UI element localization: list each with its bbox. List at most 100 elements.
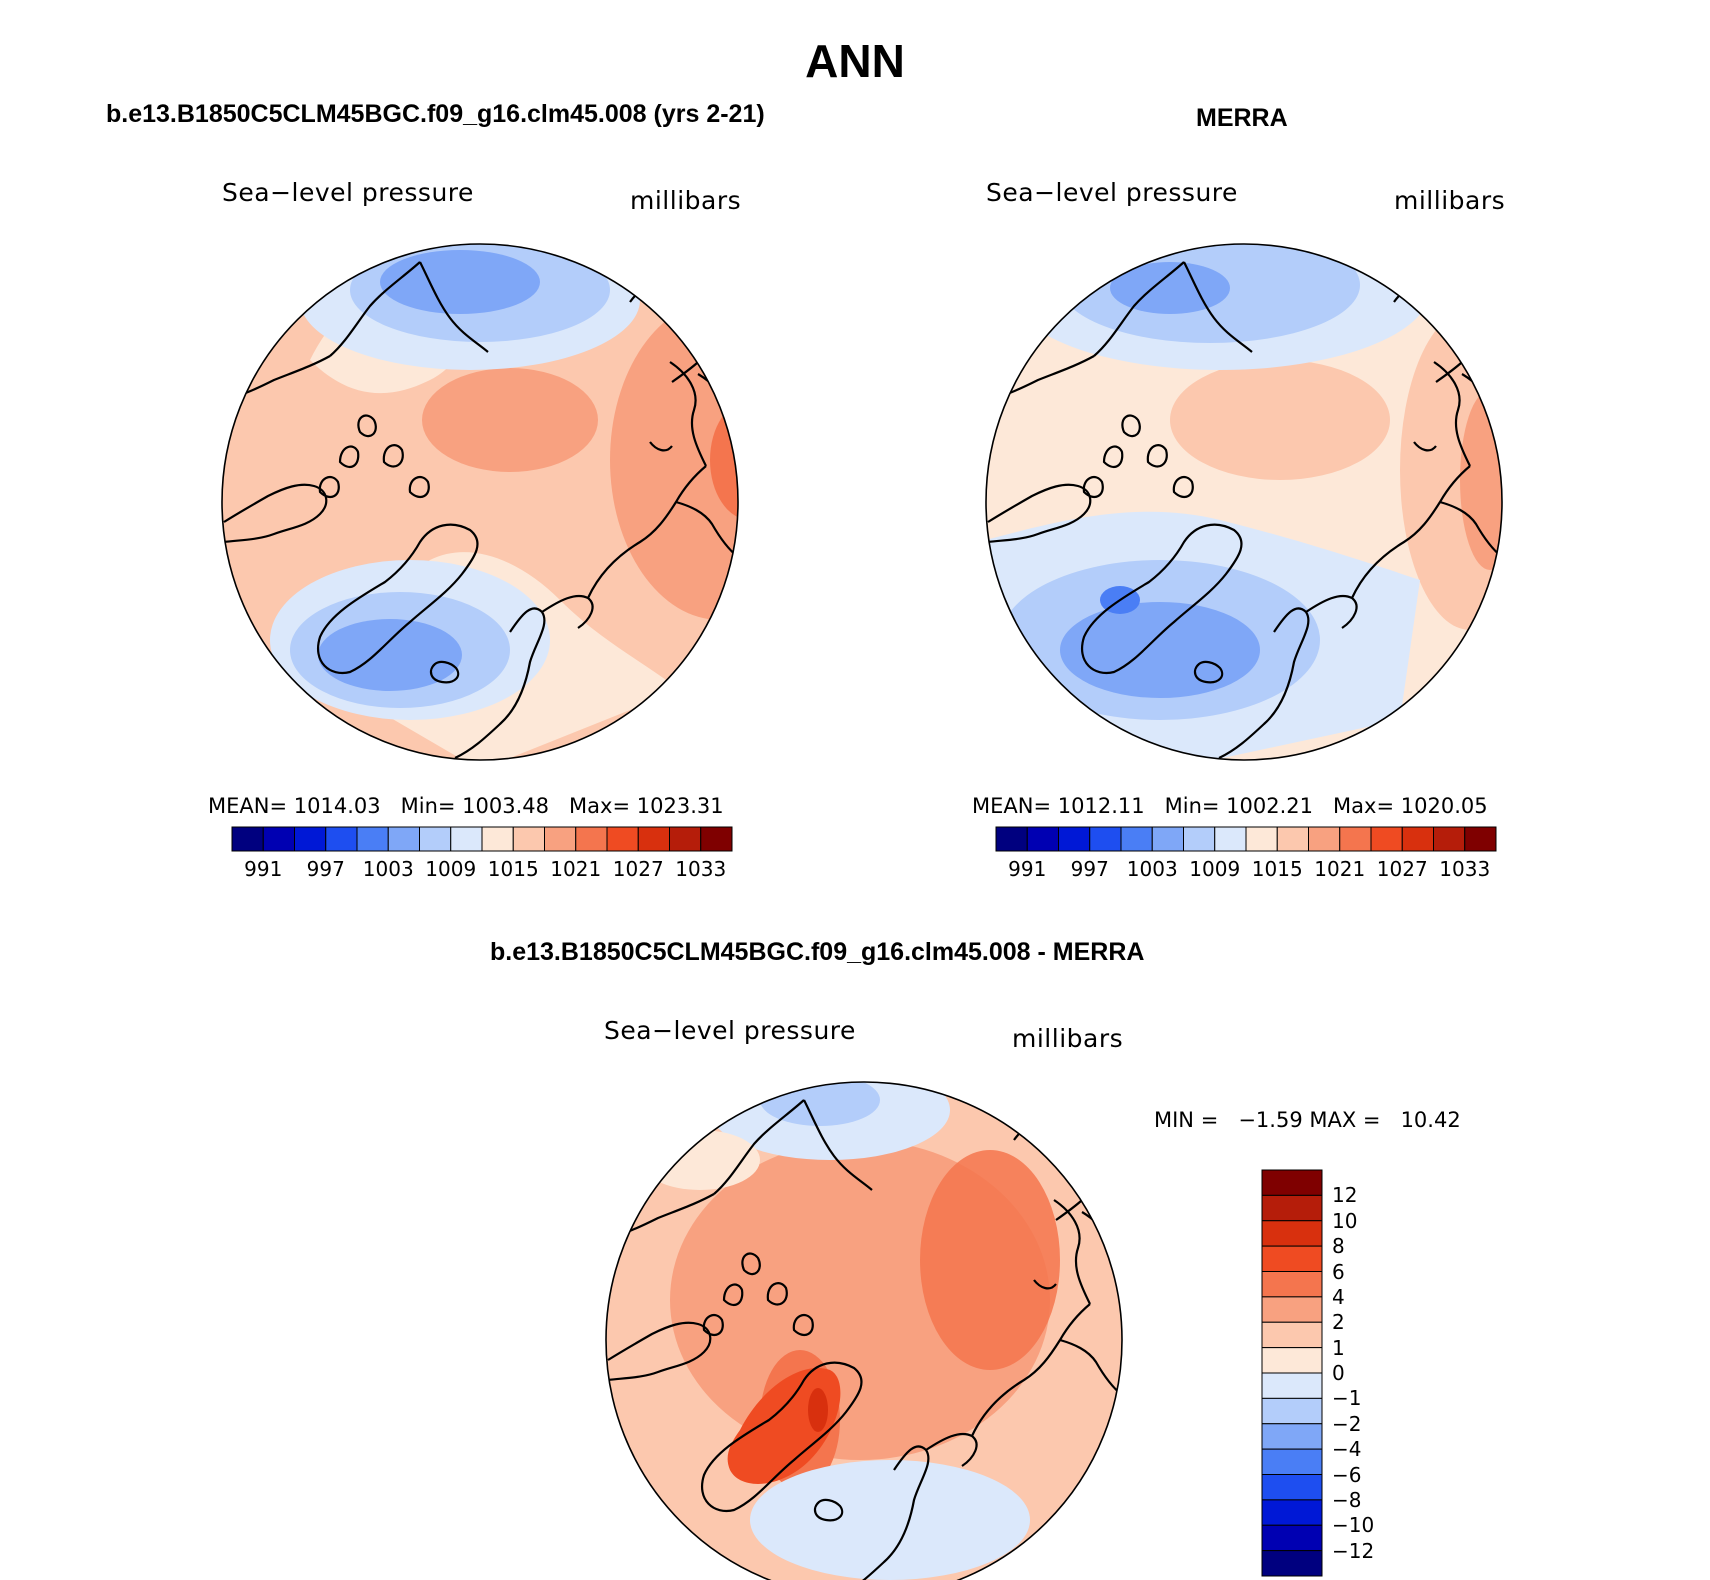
model-colorbar-box-11 — [575, 826, 608, 852]
merra-colorbar-box-3 — [1089, 826, 1122, 852]
merra-colorbar-box-1 — [1026, 826, 1059, 852]
merra-colorbar-box-15 — [1464, 826, 1497, 852]
model-colorbar-box-14 — [669, 826, 702, 852]
merra-colorbar-box-5 — [1151, 826, 1184, 852]
diff-colorbar-box-0 — [1261, 1169, 1323, 1196]
diff-map — [606, 1082, 1122, 1580]
merra-colorbar — [995, 826, 1497, 852]
merra-colorbar-tick-7: 1033 — [1439, 857, 1491, 881]
model-colorbar-box-4 — [356, 826, 389, 852]
diff-colorbar-tick-13: −10 — [1332, 1513, 1375, 1538]
diff-colorbar-tick-9: −2 — [1332, 1411, 1362, 1436]
diff-max-value: 10.42 — [1400, 1108, 1461, 1132]
model-colorbar-tick-3: 1009 — [425, 857, 477, 881]
diff-colorbar-box-5 — [1261, 1296, 1323, 1323]
diff-colorbar-box-4 — [1261, 1271, 1323, 1298]
diff-colorbar-tick-6: 1 — [1332, 1335, 1345, 1360]
model-mean-label: MEAN= — [208, 794, 288, 818]
diff-colorbar-box-6 — [1261, 1321, 1323, 1349]
merra-colorbar-box-9 — [1276, 826, 1309, 852]
merra-colorbar-box-11 — [1339, 826, 1372, 852]
merra-mean-label: MEAN= — [972, 794, 1052, 818]
diff-colorbar-box-11 — [1261, 1448, 1323, 1475]
diff-colorbar-box-1 — [1261, 1194, 1323, 1222]
merra-panel-title: MERRA — [1196, 104, 1288, 132]
model-colorbar-box-2 — [294, 826, 327, 852]
merra-colorbar-tick-6: 1027 — [1376, 857, 1428, 881]
diff-map-border — [605, 1081, 1123, 1580]
diff-colorbar-tick-4: 4 — [1332, 1284, 1345, 1309]
model-colorbar-tick-4: 1015 — [487, 857, 539, 881]
diff-colorbar-tick-8: −1 — [1332, 1386, 1362, 1411]
model-colorbar-box-5 — [387, 826, 420, 852]
diff-max-label: MAX = — [1309, 1108, 1381, 1132]
model-units-label: millibars — [630, 186, 742, 215]
diff-stats: MIN = −1.59 MAX = 10.42 — [1154, 1108, 1461, 1132]
diff-colorbar-box-10 — [1261, 1423, 1323, 1450]
merra-max-label: Max= — [1333, 794, 1395, 818]
merra-colorbar-box-8 — [1245, 826, 1278, 852]
model-max-label: Max= — [569, 794, 631, 818]
model-map-border — [221, 243, 739, 761]
diff-colorbar-box-7 — [1261, 1347, 1323, 1374]
main-title: ANN — [805, 35, 905, 87]
diff-variable-label: Sea−level pressure — [604, 1016, 856, 1045]
diff-colorbar — [1261, 1169, 1323, 1577]
diff-colorbar-box-9 — [1261, 1397, 1323, 1425]
merra-stats: MEAN= 1012.11 Min= 1002.21 Max= 1020.05 — [972, 794, 1488, 818]
model-colorbar-tick-2: 1003 — [362, 857, 414, 881]
merra-min-label: Min= — [1164, 794, 1220, 818]
model-colorbar-box-8 — [481, 826, 514, 852]
merra-colorbar-tick-1: 997 — [1070, 857, 1109, 881]
diff-colorbar-tick-10: −4 — [1332, 1437, 1362, 1462]
merra-max-value: 1020.05 — [1400, 794, 1488, 818]
diff-colorbar-box-13 — [1261, 1499, 1323, 1526]
merra-mean-value: 1012.11 — [1057, 794, 1145, 818]
merra-min-value: 1002.21 — [1226, 794, 1314, 818]
merra-colorbar-box-10 — [1308, 826, 1341, 852]
merra-colorbar-box-12 — [1370, 826, 1403, 852]
merra-map — [986, 244, 1502, 760]
diff-colorbar-tick-2: 8 — [1332, 1234, 1345, 1259]
model-mean-value: 1014.03 — [293, 794, 381, 818]
model-colorbar-box-13 — [637, 826, 670, 852]
diff-colorbar-box-3 — [1261, 1245, 1323, 1272]
model-variable-label: Sea−level pressure — [222, 178, 474, 207]
model-colorbar-tick-0: 991 — [244, 857, 283, 881]
merra-colorbar-tick-5: 1021 — [1314, 857, 1366, 881]
merra-colorbar-tick-0: 991 — [1008, 857, 1047, 881]
model-colorbar-tick-7: 1033 — [675, 857, 727, 881]
diff-min-value: −1.59 — [1238, 1108, 1303, 1132]
model-colorbar-box-9 — [512, 826, 545, 852]
model-colorbar-box-7 — [450, 826, 483, 852]
merra-map-border — [985, 243, 1503, 761]
merra-colorbar-box-13 — [1401, 826, 1434, 852]
merra-colorbar-box-6 — [1183, 826, 1216, 852]
merra-colorbar-tick-4: 1015 — [1251, 857, 1303, 881]
merra-colorbar-tick-2: 1003 — [1126, 857, 1178, 881]
merra-units-label: millibars — [1394, 186, 1506, 215]
model-colorbar-box-6 — [419, 826, 452, 852]
merra-colorbar-box-4 — [1120, 826, 1153, 852]
diff-colorbar-box-2 — [1261, 1220, 1323, 1247]
merra-variable-label: Sea−level pressure — [986, 178, 1238, 207]
diff-colorbar-box-12 — [1261, 1474, 1323, 1501]
diff-min-label: MIN = — [1154, 1108, 1219, 1132]
model-min-value: 1003.48 — [462, 794, 550, 818]
diff-colorbar-tick-5: 2 — [1332, 1310, 1345, 1335]
model-colorbar-box-1 — [262, 826, 295, 852]
model-panel-title: b.e13.B1850C5CLM45BGC.f09_g16.clm45.008 … — [106, 100, 765, 128]
diff-colorbar-box-8 — [1261, 1372, 1323, 1399]
diff-colorbar-tick-7: 0 — [1332, 1361, 1345, 1385]
model-colorbar — [231, 826, 733, 852]
model-min-label: Min= — [400, 794, 456, 818]
model-map — [222, 244, 738, 760]
model-colorbar-tick-5: 1021 — [550, 857, 602, 881]
merra-colorbar-box-7 — [1214, 826, 1247, 852]
diff-colorbar-tick-12: −8 — [1332, 1487, 1362, 1512]
diff-colorbar-tick-0: 12 — [1332, 1183, 1358, 1208]
merra-colorbar-box-14 — [1433, 826, 1466, 852]
diff-units-label: millibars — [1012, 1024, 1124, 1053]
diff-colorbar-tick-1: 10 — [1332, 1208, 1358, 1233]
